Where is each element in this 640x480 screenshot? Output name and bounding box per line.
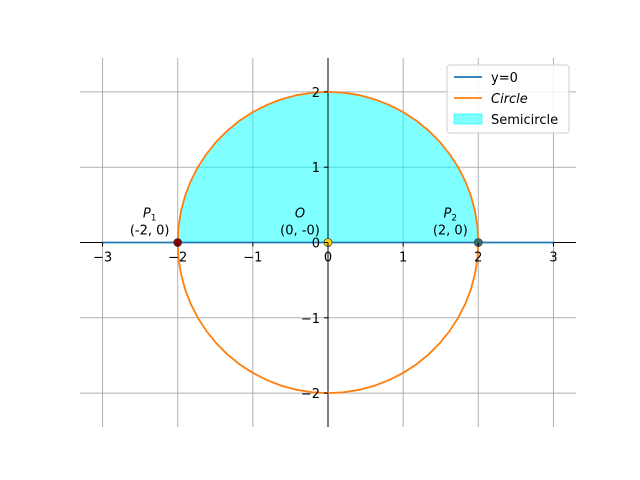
point-coord-label: (-2, 0) <box>130 224 170 239</box>
x-tick-label: −2 <box>168 251 187 266</box>
y-tick-label: 2 <box>312 86 320 101</box>
x-tick-label: 1 <box>399 251 407 266</box>
legend-swatch <box>453 113 483 125</box>
x-tick-label: 3 <box>549 251 557 266</box>
legend-label: Semicircle <box>491 113 558 128</box>
legend-label: y=0 <box>491 71 518 86</box>
point-name-label: P1 <box>143 207 157 224</box>
point-name-label: P2 <box>444 207 458 224</box>
point-coord-label: (2, 0) <box>433 224 468 239</box>
y-tick-label: −2 <box>301 387 320 402</box>
x-tick-label: −3 <box>93 251 112 266</box>
x-tick-label: 0 <box>324 251 332 266</box>
legend: y=0 Circle Semicircle <box>446 64 570 134</box>
point-name-label: O <box>295 207 305 222</box>
y-tick-label: 0 <box>312 237 320 252</box>
y-tick-label: 1 <box>312 161 320 176</box>
x-tick-label: 2 <box>474 251 482 266</box>
tick-labels: −3 −2 −1 0 1 2 3 −2 −1 0 1 2 <box>93 86 558 402</box>
annotations: P1(-2, 0) O (0, -0) P2(2, 0) <box>130 207 468 239</box>
x-tick-label: −1 <box>243 251 262 266</box>
point-coord-label: (0, -0) <box>280 224 320 239</box>
points-layer <box>173 238 483 247</box>
y-tick-label: −1 <box>301 312 320 327</box>
legend-label: Circle <box>491 92 528 107</box>
